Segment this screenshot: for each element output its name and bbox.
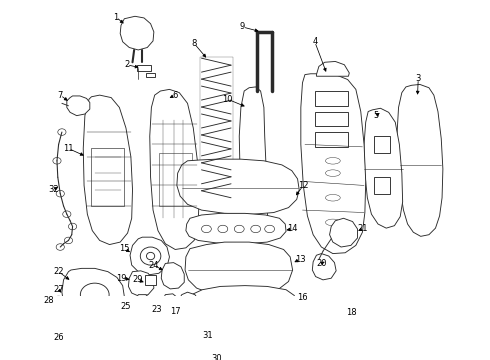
Ellipse shape — [58, 129, 66, 135]
Polygon shape — [159, 153, 192, 206]
Text: 4: 4 — [312, 37, 318, 46]
Ellipse shape — [325, 219, 340, 226]
Text: 23: 23 — [152, 305, 163, 314]
Ellipse shape — [262, 299, 273, 307]
Text: 2: 2 — [124, 60, 129, 69]
Polygon shape — [83, 95, 132, 244]
Polygon shape — [186, 213, 286, 244]
Polygon shape — [374, 177, 391, 194]
Ellipse shape — [64, 237, 73, 244]
Polygon shape — [397, 85, 443, 237]
Text: 29: 29 — [132, 275, 143, 284]
Text: 9: 9 — [240, 22, 245, 31]
Text: 3: 3 — [416, 74, 421, 83]
Polygon shape — [315, 91, 347, 106]
Polygon shape — [130, 237, 170, 275]
Ellipse shape — [258, 349, 270, 355]
Text: 20: 20 — [316, 259, 327, 268]
Polygon shape — [185, 285, 297, 326]
Text: 17: 17 — [170, 307, 180, 316]
Ellipse shape — [80, 283, 109, 306]
Text: 1: 1 — [114, 13, 119, 22]
Ellipse shape — [325, 194, 340, 201]
Ellipse shape — [56, 244, 64, 250]
Text: 12: 12 — [298, 181, 309, 190]
Ellipse shape — [201, 299, 212, 307]
Text: 24: 24 — [148, 261, 159, 270]
Ellipse shape — [201, 225, 211, 233]
Bar — [147, 72, 155, 77]
Polygon shape — [161, 263, 184, 289]
Text: 8: 8 — [192, 39, 197, 48]
Polygon shape — [163, 294, 178, 308]
Polygon shape — [239, 87, 268, 237]
Ellipse shape — [140, 247, 161, 265]
Text: 15: 15 — [119, 244, 129, 253]
Polygon shape — [374, 136, 391, 153]
Polygon shape — [312, 253, 336, 280]
Text: 7: 7 — [57, 91, 63, 100]
Text: 32: 32 — [49, 185, 59, 194]
Polygon shape — [301, 74, 366, 253]
Polygon shape — [330, 218, 358, 247]
Text: 10: 10 — [222, 95, 233, 104]
Ellipse shape — [325, 158, 340, 164]
Ellipse shape — [236, 349, 251, 355]
Text: 13: 13 — [294, 255, 305, 264]
Text: 19: 19 — [117, 274, 127, 283]
Ellipse shape — [147, 252, 155, 260]
Ellipse shape — [242, 299, 253, 307]
Ellipse shape — [231, 346, 256, 358]
Ellipse shape — [325, 170, 340, 176]
Ellipse shape — [55, 298, 62, 302]
Polygon shape — [150, 89, 199, 249]
Text: 18: 18 — [345, 308, 356, 317]
Bar — [145, 275, 156, 285]
Text: 6: 6 — [172, 91, 178, 100]
Polygon shape — [220, 324, 244, 342]
Polygon shape — [364, 108, 403, 228]
Ellipse shape — [265, 225, 274, 233]
Ellipse shape — [69, 223, 76, 230]
Polygon shape — [92, 148, 124, 206]
Polygon shape — [67, 96, 90, 116]
Text: 28: 28 — [44, 296, 54, 305]
Ellipse shape — [218, 225, 228, 233]
Polygon shape — [301, 306, 346, 327]
Polygon shape — [64, 315, 94, 335]
Text: 27: 27 — [53, 285, 64, 294]
Text: 30: 30 — [211, 354, 221, 360]
Bar — [137, 65, 151, 71]
Text: 26: 26 — [53, 333, 64, 342]
Text: 14: 14 — [287, 224, 298, 233]
Ellipse shape — [220, 299, 232, 307]
Polygon shape — [185, 242, 293, 294]
Polygon shape — [177, 159, 299, 214]
Ellipse shape — [56, 190, 64, 197]
Text: 22: 22 — [53, 267, 64, 276]
Text: 25: 25 — [121, 302, 131, 311]
Ellipse shape — [53, 158, 61, 164]
Polygon shape — [128, 271, 154, 296]
Text: 16: 16 — [297, 293, 308, 302]
Polygon shape — [136, 294, 150, 308]
Text: 31: 31 — [203, 331, 213, 340]
Text: 21: 21 — [357, 224, 368, 233]
Text: 5: 5 — [373, 111, 378, 120]
Ellipse shape — [251, 225, 261, 233]
Ellipse shape — [63, 211, 71, 217]
Polygon shape — [315, 112, 347, 126]
Polygon shape — [62, 268, 124, 319]
Polygon shape — [315, 132, 347, 147]
Text: 11: 11 — [63, 144, 74, 153]
Polygon shape — [317, 62, 349, 76]
Ellipse shape — [279, 299, 291, 307]
Ellipse shape — [53, 296, 64, 305]
Ellipse shape — [234, 225, 244, 233]
Polygon shape — [120, 16, 154, 50]
Polygon shape — [178, 292, 200, 315]
